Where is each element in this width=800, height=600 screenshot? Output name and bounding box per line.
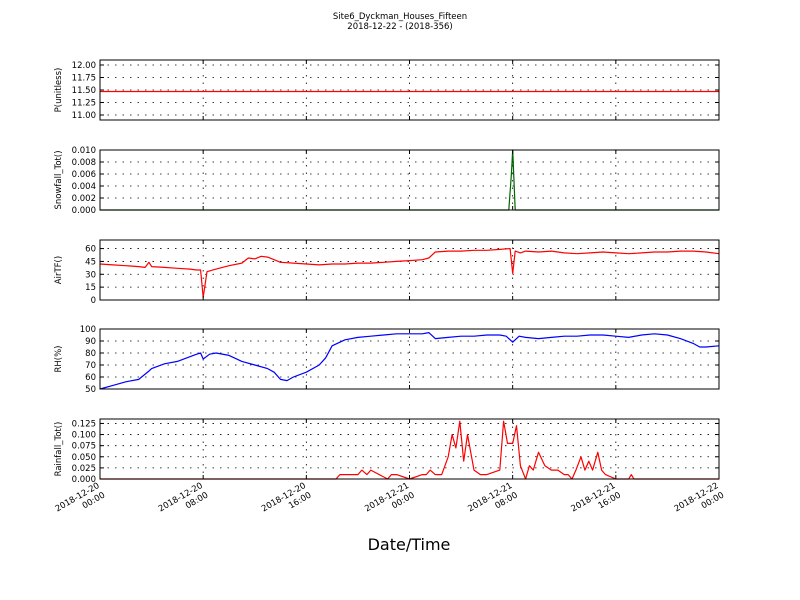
y-axis-label: P(unitless) <box>54 68 64 113</box>
y-tick-label: 11.50 <box>72 86 96 96</box>
series-line <box>99 332 720 390</box>
y-tick-label: 0.006 <box>72 170 96 180</box>
chart-panel-2: 0 15 30 45 60 AirTF() <box>54 239 720 306</box>
y-tick-label: 80 <box>85 349 96 359</box>
y-tick-label: 11.00 <box>72 111 96 121</box>
series-line <box>100 420 719 480</box>
series-line <box>99 248 720 298</box>
y-tick-label: 0.000 <box>72 206 96 216</box>
y-tick-label: 0.010 <box>72 146 96 156</box>
y-axis-label: Snowfall_Tot() <box>54 150 64 209</box>
y-tick-label: 0.050 <box>72 453 96 463</box>
y-tick-label: 0.125 <box>72 419 96 429</box>
y-tick-label: 60 <box>85 373 96 383</box>
y-axis-label: Rainfall_Tot() <box>54 422 64 477</box>
y-tick-label: 12.00 <box>72 61 96 71</box>
y-tick-label: 0 <box>91 296 96 306</box>
figure-subtitle: 2018-12-22 - (2018-356) <box>347 22 452 32</box>
figure-title: Site6_Dyckman_Houses_Fifteen <box>333 12 467 22</box>
y-tick-label: 90 <box>85 337 96 347</box>
y-tick-label: 0.100 <box>72 431 96 441</box>
y-tick-label: 15 <box>85 283 96 293</box>
chart-panel-3: 50 60 70 80 90 100 RH(%) <box>54 325 720 395</box>
chart-panel-1: 0.000 0.002 0.004 0.006 0.008 0.010 Snowfall_T… <box>54 146 720 216</box>
y-tick-label: 70 <box>85 361 96 371</box>
chart-panel-0: 11.00 11.25 11.50 11.75 12.00 P(unitless) <box>54 59 720 121</box>
x-axis-label: Date/Time <box>368 535 451 554</box>
y-tick-label: 0.000 <box>72 475 96 485</box>
y-tick-label: 0.004 <box>72 182 96 192</box>
y-tick-label: 30 <box>85 270 96 280</box>
y-tick-label: 50 <box>85 385 96 395</box>
y-tick-label: 0.002 <box>72 194 96 204</box>
y-tick-label: 0.075 <box>72 442 96 452</box>
y-tick-label: 11.75 <box>72 74 96 84</box>
y-tick-label: 0.025 <box>72 464 96 474</box>
y-axis-label: AirTF() <box>54 256 64 284</box>
y-tick-label: 100 <box>80 325 96 335</box>
y-tick-label: 0.008 <box>72 158 96 168</box>
y-tick-label: 60 <box>85 245 96 255</box>
y-tick-label: 11.25 <box>72 99 96 109</box>
y-tick-label: 45 <box>85 257 96 267</box>
chart-panels: 11.00 11.25 11.50 11.75 12.00 P(unitless) 0.00… <box>54 59 720 485</box>
y-axis-label: RH(%) <box>54 345 64 372</box>
